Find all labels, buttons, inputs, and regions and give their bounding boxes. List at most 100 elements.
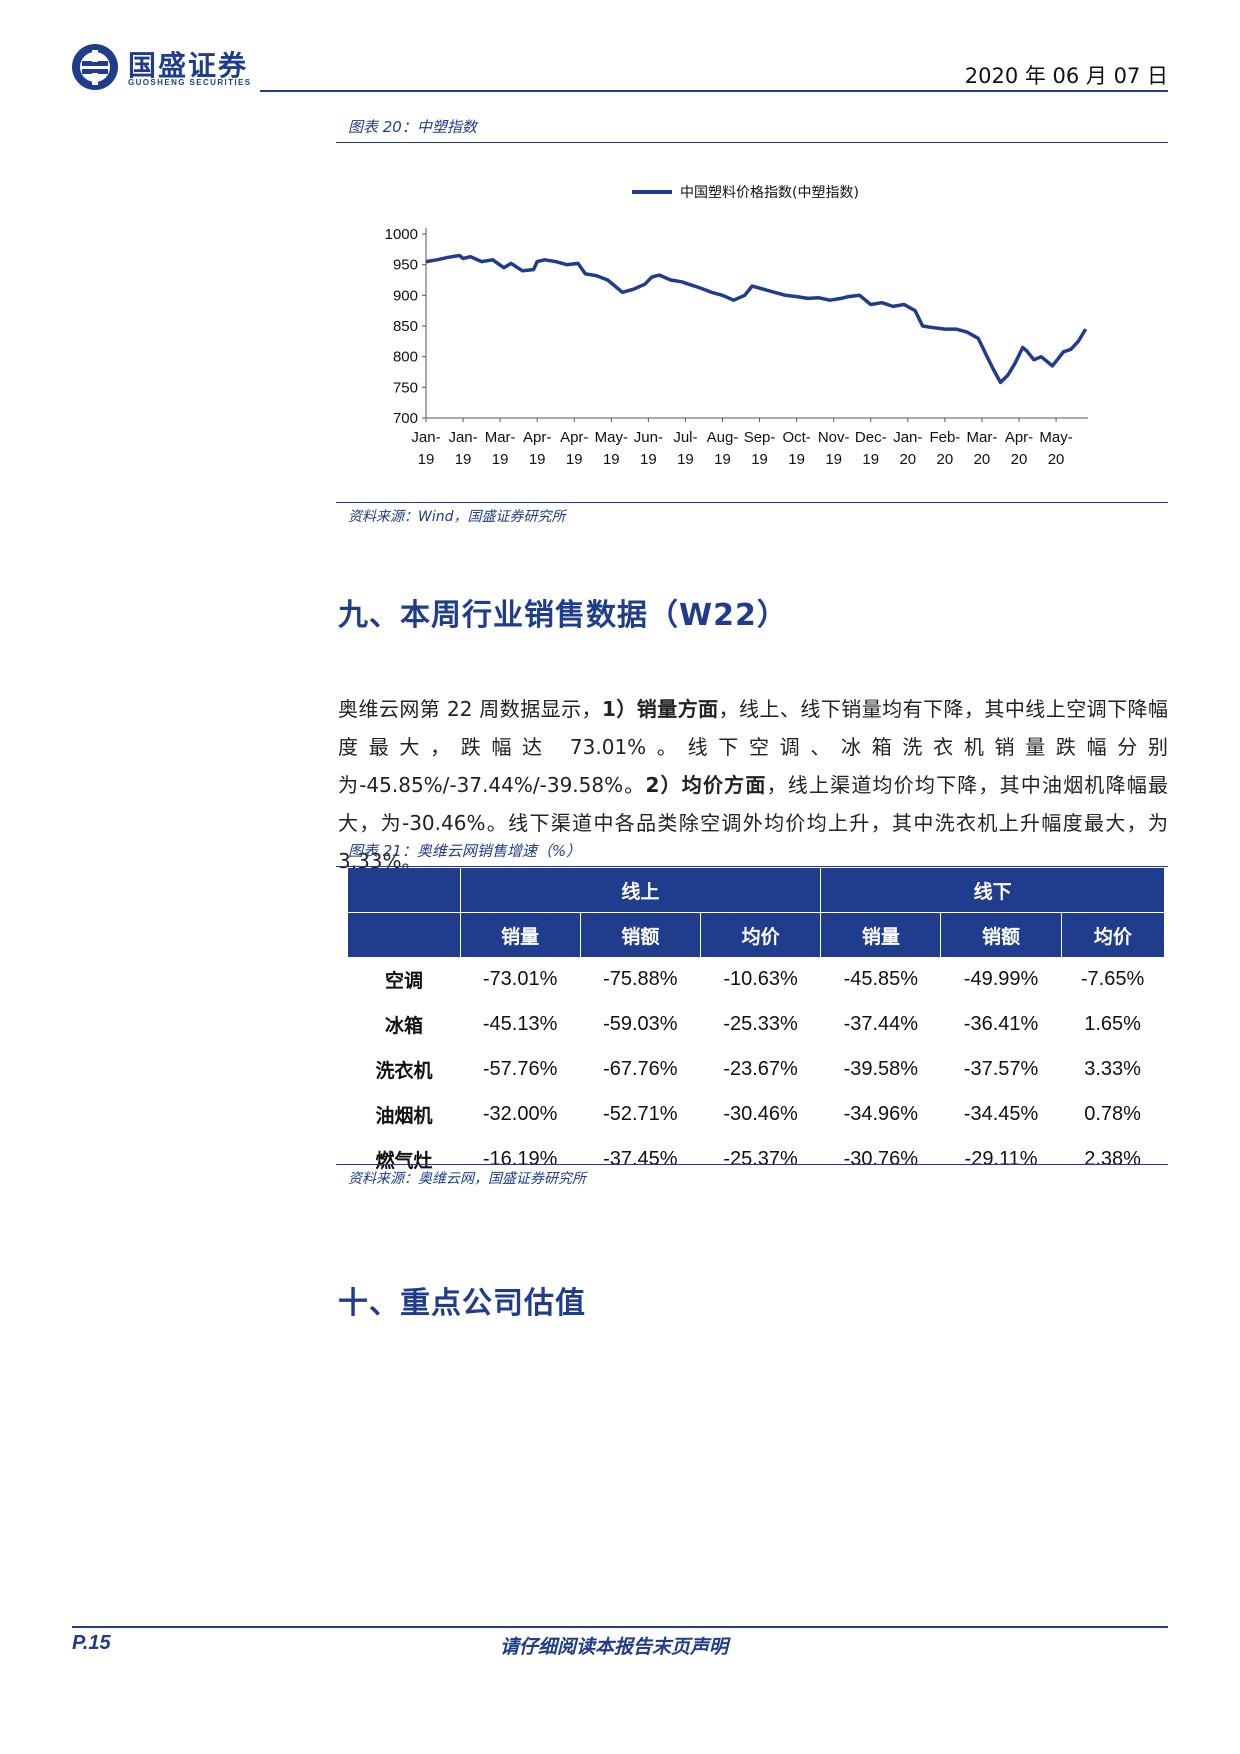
- group-online: 线上: [460, 868, 822, 913]
- table-cell: -7.65%: [1080, 968, 1145, 990]
- x-tick-label-year: 19: [566, 451, 583, 468]
- figure21-caption: 图表 21：奥维云网销售增速（%）: [348, 842, 582, 860]
- table-cell: -34.45%: [963, 1103, 1039, 1125]
- x-tick-label-month: Dec-: [855, 429, 887, 446]
- x-tick-label-month: Jun-: [634, 429, 663, 446]
- table-row: 油烟机 -32.00% -52.71% -30.46% -34.96% -34.45% 0.…: [348, 1092, 1164, 1137]
- x-tick-label-month: Nov-: [818, 429, 850, 446]
- x-tick-label-year: 20: [937, 451, 954, 468]
- brand-name-en: GUOSHENG SECURITIES: [128, 78, 252, 87]
- table-cell: -30.76%: [843, 1148, 919, 1170]
- table-corner-sub: [348, 912, 461, 957]
- table-cell: -25.37%: [723, 1148, 798, 1170]
- row-category: 冰箱: [384, 1015, 423, 1037]
- series-line: [425, 253, 1088, 385]
- section9-paragraph: 奥维云网第 22 周数据显示，1）销量方面，线上、线下销量均有下降，其中线上空调…: [338, 690, 1168, 880]
- x-tick-label-year: 19: [418, 451, 435, 468]
- x-tick-label-year: 19: [492, 451, 509, 468]
- table-cell: -67.76%: [603, 1058, 678, 1080]
- x-tick-label-month: Apr-: [560, 429, 588, 446]
- y-tick-label: 850: [393, 318, 418, 335]
- subheader-offline-amount: 销额: [940, 912, 1062, 957]
- x-tick-label-month: Mar-: [485, 429, 516, 446]
- y-tick-label: 800: [393, 349, 418, 366]
- x-tick-label-month: Jan-: [448, 429, 477, 446]
- table-row: 冰箱 -45.13% -59.03% -25.33% -37.44% -36.41% 1.6…: [348, 1002, 1164, 1047]
- table-cell: -52.71%: [603, 1103, 678, 1125]
- subheader-offline-price: 均价: [1061, 912, 1164, 957]
- x-tick-label-month: May-: [595, 429, 628, 446]
- table-cell: 3.33%: [1084, 1058, 1141, 1080]
- x-tick-label-month: May-: [1039, 429, 1072, 446]
- table-cell: -59.03%: [603, 1013, 678, 1035]
- y-tick-label: 700: [393, 410, 418, 427]
- table-group-header: 线上 线下: [348, 868, 1164, 913]
- x-tick-label-year: 20: [1011, 451, 1028, 468]
- x-tick-label-month: Oct-: [782, 429, 810, 446]
- x-tick-label-year: 20: [1048, 451, 1065, 468]
- table-cell: -75.88%: [603, 968, 678, 990]
- x-tick-label-year: 19: [640, 451, 657, 468]
- subheader-online-price: 均价: [700, 912, 822, 957]
- x-tick-label-month: Jan-: [893, 429, 922, 446]
- x-tick-label-year: 19: [751, 451, 768, 468]
- para-text-2: ，线上、线下销量均有下降，其中线上空调下降幅度最大，跌幅达 73.01%。线下空…: [338, 697, 1168, 797]
- subheader-offline-volume: 销量: [820, 912, 942, 957]
- x-tick-label-month: Feb-: [929, 429, 960, 446]
- x-tick-label-year: 19: [714, 451, 731, 468]
- x-tick-label-month: Jan-: [411, 429, 440, 446]
- table-corner: [348, 868, 461, 913]
- x-tick-label-month: Apr-: [1005, 429, 1033, 446]
- row-category: 洗衣机: [375, 1060, 433, 1082]
- figure20-bottom-rule: [336, 502, 1168, 503]
- x-tick-label-year: 19: [677, 451, 694, 468]
- y-tick-label: 1000: [385, 226, 418, 243]
- table-cell: -37.44%: [843, 1013, 919, 1035]
- table-row: 洗衣机 -57.76% -67.76% -23.67% -39.58% -37.57% 3.…: [348, 1047, 1164, 1092]
- table-cell: 1.65%: [1084, 1013, 1141, 1035]
- x-tick-label-year: 19: [455, 451, 472, 468]
- table-row: 空调 -73.01% -75.88% -10.63% -45.85% -49.99% -7.…: [348, 957, 1164, 1002]
- x-tick-label-month: Jul-: [673, 429, 697, 446]
- para-text-1: 奥维云网第 22 周数据显示，: [338, 697, 602, 721]
- figure21-top-rule: [336, 866, 1168, 867]
- brand-name-cn: 国盛证券: [128, 49, 249, 82]
- figure21-source: 资料来源：奥维云网，国盛证券研究所: [348, 1171, 586, 1187]
- table-subheader: 销量 销额 均价 销量 销额 均价: [348, 912, 1164, 957]
- x-tick-label-year: 20: [974, 451, 991, 468]
- table-cell: -36.41%: [963, 1013, 1039, 1035]
- y-tick-label: 950: [393, 257, 418, 274]
- table-cell: -57.76%: [482, 1058, 558, 1080]
- figure20-top-rule: [336, 142, 1168, 143]
- table-cell: -25.33%: [723, 1013, 798, 1035]
- x-tick-label-year: 19: [788, 451, 805, 468]
- table-cell: -30.46%: [723, 1103, 798, 1125]
- report-date: 2020 年 06 月 07 日: [964, 64, 1168, 88]
- table-cell: -37.57%: [963, 1058, 1039, 1080]
- x-tick-label-year: 19: [603, 451, 620, 468]
- table-cell: -49.99%: [963, 968, 1039, 990]
- x-tick-label-year: 19: [825, 451, 842, 468]
- figure20-source: 资料来源：Wind，国盛证券研究所: [348, 509, 566, 525]
- x-tick-label-month: Sep-: [744, 429, 776, 446]
- row-category: 空调: [384, 970, 423, 992]
- table-cell: -45.85%: [843, 968, 919, 990]
- table-cell: -23.67%: [723, 1058, 798, 1080]
- table-cell: 0.78%: [1084, 1103, 1141, 1125]
- footer-divider: [72, 1626, 1168, 1628]
- sales-growth-table: 线上 线下 销量 销额 均价 销量 销额 均价 空调 -73.01% -75.88%…: [348, 868, 1164, 1182]
- x-tick-label-year: 19: [529, 451, 546, 468]
- row-category: 油烟机: [375, 1105, 433, 1127]
- footer-disclaimer: 请仔细阅读本报告末页声明: [500, 1636, 729, 1658]
- table-cell: -10.63%: [723, 968, 798, 990]
- table-cell: -45.13%: [482, 1013, 558, 1035]
- section10-heading: 十、重点公司估值: [338, 1286, 586, 1321]
- guosheng-logo-icon: [72, 44, 118, 90]
- table-cell: -73.01%: [482, 968, 558, 990]
- figure20-caption: 图表 20：中塑指数: [348, 118, 477, 136]
- subheader-online-volume: 销量: [460, 912, 581, 957]
- x-tick-label-month: Aug-: [707, 429, 739, 446]
- x-tick-label-month: Mar-: [967, 429, 998, 446]
- plastic-index-chart: 1000 950 900 850 800 750 700 Jan- 19 Jan- 19 Mar- 19…: [385, 185, 1088, 468]
- figure21-bottom-rule: [336, 1164, 1168, 1165]
